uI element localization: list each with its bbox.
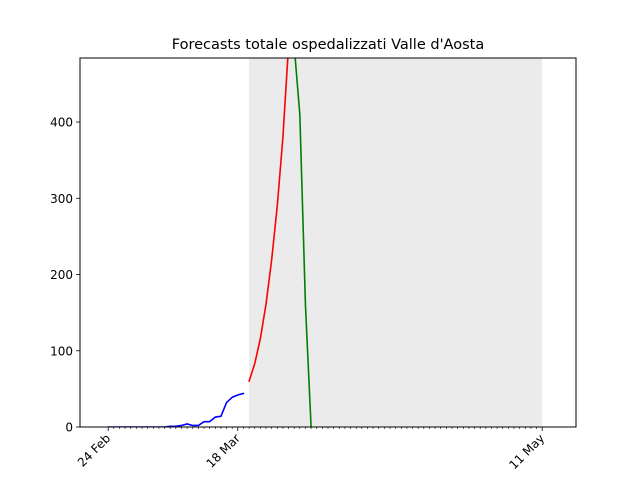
y-tick-label: 400: [50, 116, 73, 130]
y-axis: 0 100 200 300 400: [50, 116, 80, 435]
forecast-shaded-region: [249, 58, 543, 427]
y-tick-label: 200: [50, 268, 73, 282]
series-line-1: [107, 392, 245, 427]
series-line-2: [248, 58, 289, 383]
y-tick-label: 100: [50, 344, 73, 358]
y-tick-label: 0: [65, 421, 73, 435]
series-lines: [107, 58, 312, 427]
chart-title: Forecasts totale ospedalizzati Valle d'A…: [172, 37, 484, 53]
series-line-3: [294, 58, 312, 427]
shaded-region-rect: [249, 58, 543, 427]
y-tick-label: 300: [50, 192, 73, 206]
